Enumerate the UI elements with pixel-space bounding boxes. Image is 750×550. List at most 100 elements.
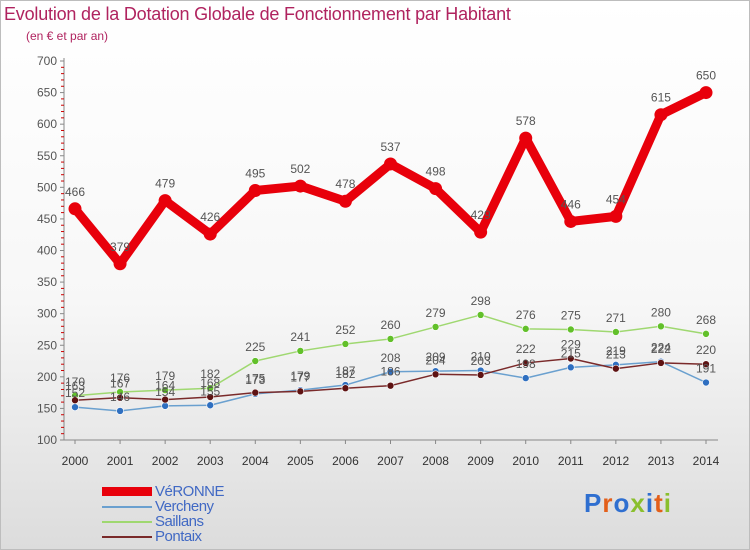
logo-letter: x: [630, 488, 646, 518]
data-point-vercheny-2010: [521, 374, 530, 382]
data-point-vronne-2012: [609, 209, 623, 223]
data-label-vronne-2001: 379: [110, 240, 130, 254]
logo-letter: P: [584, 488, 603, 518]
data-label-saillans-2001: 176: [110, 371, 130, 385]
data-label-vercheny-2002: 154: [155, 385, 175, 399]
legend-item-pontaix: Pontaix: [102, 528, 302, 545]
data-point-pontaix-2012: [612, 364, 620, 373]
data-label-saillans-2014: 268: [696, 313, 716, 327]
data-label-saillans-2007: 260: [380, 318, 400, 332]
legend-swatch-pontaix: [102, 536, 152, 538]
data-point-saillans-2008: [431, 323, 440, 331]
data-label-vercheny-2014: 191: [696, 362, 716, 376]
data-label-vronne-2002: 479: [155, 177, 175, 191]
data-label-saillans-2010: 276: [516, 308, 536, 322]
data-point-vronne-2014: [699, 86, 713, 100]
data-point-saillans-2011: [566, 325, 575, 334]
data-point-vercheny-2002: [161, 402, 169, 410]
data-label-saillans-2006: 252: [335, 323, 355, 337]
x-tick-label-2007: 2007: [377, 454, 404, 468]
data-label-vercheny-2005: 179: [290, 369, 310, 383]
data-label-vronne-2013: 615: [651, 91, 671, 105]
x-tick-label-2000: 2000: [62, 454, 89, 468]
data-label-vercheny-2008: 209: [426, 350, 446, 364]
data-point-pontaix-2002: [161, 395, 169, 404]
x-tick-label-2010: 2010: [512, 454, 539, 468]
x-tick-label-2004: 2004: [242, 454, 269, 468]
data-point-saillans-2007: [386, 335, 395, 343]
data-label-pontaix-2013: 222: [651, 342, 671, 356]
data-point-saillans-2009: [476, 311, 485, 319]
data-point-vronne-2013: [654, 108, 668, 122]
y-tick-label-350: 350: [37, 275, 57, 289]
data-label-vronne-2006: 478: [335, 177, 355, 191]
legend-label-saillans: Saillans: [155, 513, 204, 530]
data-label-vronne-2011: 446: [561, 197, 581, 211]
data-label-vercheny-2010: 198: [516, 357, 536, 371]
data-point-vronne-2010: [519, 131, 533, 145]
data-point-saillans-2013: [657, 322, 665, 331]
data-label-saillans-2011: 275: [561, 308, 581, 322]
x-tick-label-2009: 2009: [467, 454, 494, 468]
y-tick-label-150: 150: [37, 401, 57, 415]
data-label-vronne-2010: 578: [516, 114, 536, 128]
data-label-pontaix-2014: 220: [696, 343, 716, 357]
data-label-pontaix-2005: 177: [290, 370, 310, 384]
data-point-vronne-2004: [248, 183, 262, 197]
y-tick-label-600: 600: [37, 117, 57, 131]
data-point-pontaix-2001: [116, 393, 124, 402]
data-label-vronne-2005: 502: [290, 162, 310, 176]
chart-subtitle: (en € et par an): [26, 29, 109, 43]
data-label-vercheny-2007: 208: [380, 351, 400, 365]
data-label-pontaix-2004: 175: [245, 372, 265, 386]
data-point-vercheny-2001: [116, 407, 124, 415]
x-tick-label-2013: 2013: [648, 454, 675, 468]
data-label-pontaix-2006: 182: [335, 367, 355, 381]
data-point-saillans-2012: [612, 328, 620, 336]
data-label-vercheny-2011: 215: [561, 346, 581, 360]
data-point-vercheny-2014: [702, 378, 710, 387]
data-label-vronne-2009: 429: [471, 208, 491, 222]
data-point-vronne-2003: [203, 227, 217, 241]
data-point-saillans-2010: [521, 325, 530, 333]
data-label-vercheny-2009: 210: [471, 350, 491, 364]
data-point-pontaix-2003: [206, 393, 215, 401]
logo-letter: i: [645, 488, 655, 518]
data-label-pontaix-2009: 203: [471, 354, 491, 368]
x-tick-label-2001: 2001: [107, 454, 134, 468]
legend-item-vercheny: Vercheny: [102, 498, 302, 515]
y-tick-label-100: 100: [37, 433, 57, 447]
logo-letter: o: [613, 488, 631, 518]
y-tick-label-650: 650: [37, 86, 57, 100]
data-label-vronne-2000: 466: [65, 185, 85, 199]
data-point-pontaix-2008: [431, 370, 440, 379]
chart-legend: VéRONNE Vercheny Saillans Pontaix: [102, 483, 302, 545]
y-tick-label-250: 250: [37, 338, 57, 352]
x-tick-label-2012: 2012: [603, 454, 630, 468]
y-tick-label-300: 300: [37, 307, 57, 321]
x-tick-label-2003: 2003: [197, 454, 224, 468]
y-tick-label-400: 400: [37, 244, 57, 258]
data-point-vercheny-2000: [71, 403, 79, 411]
data-label-saillans-2009: 298: [471, 294, 491, 308]
data-point-vronne-2009: [474, 225, 488, 239]
data-point-pontaix-2004: [251, 388, 260, 397]
logo-letter: t: [654, 488, 664, 518]
data-label-saillans-2004: 225: [245, 340, 265, 354]
data-label-vronne-2012: 454: [606, 192, 626, 206]
data-label-pontaix-2008: 204: [426, 353, 446, 367]
data-point-pontaix-2005: [296, 387, 305, 396]
x-tick-label-2014: 2014: [693, 454, 720, 468]
data-point-pontaix-2007: [386, 381, 395, 390]
y-tick-label-700: 700: [37, 54, 57, 68]
data-point-pontaix-2006: [341, 384, 350, 393]
x-tick-label-2005: 2005: [287, 454, 314, 468]
logo-letter: r: [602, 488, 614, 518]
chart-title: Evolution de la Dotation Globale de Fonc…: [4, 4, 511, 24]
data-point-vronne-2000: [68, 202, 82, 216]
x-tick-label-2002: 2002: [152, 454, 179, 468]
data-label-pontaix-2012: 213: [606, 348, 626, 362]
data-label-vronne-2014: 650: [696, 69, 716, 83]
legend-swatch-saillans: [102, 521, 152, 523]
